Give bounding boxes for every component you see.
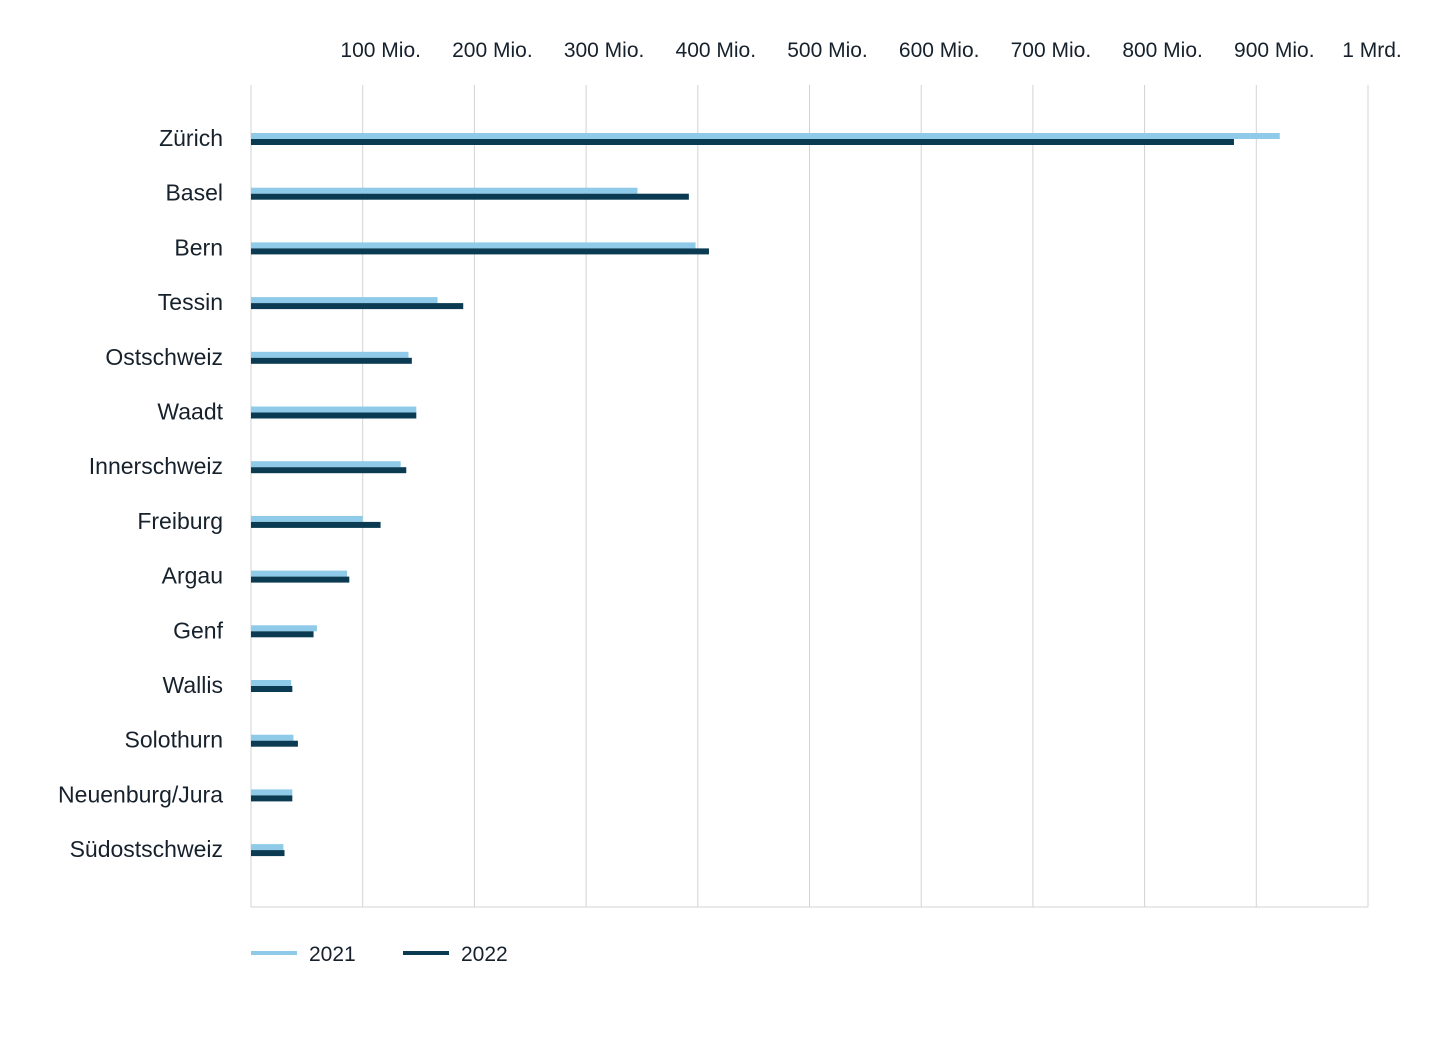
bars (251, 133, 1280, 857)
x-tick-label: 200 Mio. (452, 39, 533, 62)
x-tick-label: 300 Mio. (564, 39, 645, 62)
legend: 2021 2022 (251, 943, 508, 966)
bar-2022 (251, 686, 293, 692)
category-label: Freiburg (137, 508, 223, 534)
bar-2021 (251, 187, 638, 194)
bar-2021 (251, 570, 348, 577)
bar-2022 (251, 412, 417, 419)
bar-2021 (251, 734, 294, 741)
bar-2022 (251, 193, 689, 200)
bar-2022 (251, 795, 293, 802)
category-label: Argau (162, 563, 223, 589)
category-label: Solothurn (125, 727, 223, 753)
category-label: Neuenburg/Jura (58, 781, 223, 807)
category-label: Ostschweiz (105, 344, 223, 370)
legend-label: 2021 (309, 943, 356, 966)
bar-2022 (251, 631, 314, 638)
bar-2021 (251, 515, 363, 522)
bar-2022 (251, 850, 285, 857)
bar-2022 (251, 521, 381, 528)
bar-2021 (251, 625, 317, 632)
category-label: Zürich (159, 125, 223, 151)
x-tick-label: 900 Mio. (1234, 39, 1315, 62)
legend-label: 2022 (461, 943, 508, 966)
x-axis-tick-labels: 100 Mio. 200 Mio. 300 Mio. 400 Mio. 500 Mio.… (340, 39, 1401, 62)
bar-2022 (251, 467, 407, 474)
bar-2021 (251, 297, 438, 304)
bar-2021 (251, 844, 284, 851)
legend-item-2022: 2022 (403, 943, 508, 966)
x-tick-label: 600 Mio. (899, 39, 980, 62)
bar-2021 (251, 133, 1280, 139)
bar-2022 (251, 139, 1234, 145)
bar-2021 (251, 680, 292, 686)
category-label: Tessin (158, 289, 223, 315)
category-labels: Zürich Basel Bern Tessin Ostschweiz Waadt Inne… (58, 125, 224, 862)
bar-2021 (251, 461, 401, 468)
category-label: Basel (165, 180, 223, 206)
x-tick-label: 400 Mio. (676, 39, 757, 62)
bar-2022 (251, 740, 298, 747)
category-label: Bern (174, 234, 223, 260)
bar-2021 (251, 789, 293, 796)
x-tick-label: 100 Mio. (340, 39, 421, 62)
x-tick-label: 700 Mio. (1011, 39, 1092, 62)
category-label: Genf (173, 617, 223, 643)
bar-2022 (251, 248, 709, 255)
bar-2022 (251, 357, 412, 364)
gridlines (250, 85, 1369, 908)
legend-swatch (403, 951, 449, 955)
bar-2021 (251, 242, 696, 249)
category-label: Waadt (157, 399, 223, 425)
category-label: Wallis (163, 672, 223, 698)
bar-2021 (251, 351, 409, 358)
legend-swatch (251, 951, 297, 955)
x-tick-label: 500 Mio. (787, 39, 868, 62)
bar-2022 (251, 303, 464, 310)
bar-2022 (251, 576, 350, 583)
category-label: Innerschweiz (89, 453, 223, 479)
legend-item-2021: 2021 (251, 943, 356, 966)
x-tick-label: 800 Mio. (1122, 39, 1203, 62)
bar-2021 (251, 406, 417, 413)
x-tick-label: 1 Mrd. (1342, 39, 1402, 62)
category-label: Südostschweiz (70, 836, 223, 862)
